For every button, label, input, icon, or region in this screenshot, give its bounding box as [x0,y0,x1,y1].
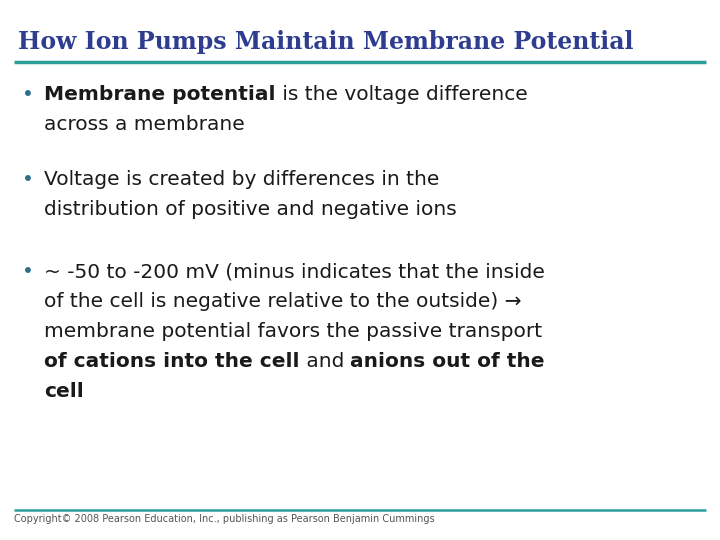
Text: •: • [22,170,34,189]
Text: is the voltage difference: is the voltage difference [276,85,527,104]
Text: ~ -50 to -200 mV (minus indicates that the inside: ~ -50 to -200 mV (minus indicates that t… [44,262,545,281]
Text: cell: cell [44,382,84,401]
Text: Copyright© 2008 Pearson Education, Inc., publishing as Pearson Benjamin Cummings: Copyright© 2008 Pearson Education, Inc.,… [14,514,435,524]
Text: anions out of the: anions out of the [350,352,545,371]
Text: Voltage is created by differences in the: Voltage is created by differences in the [44,170,439,189]
Text: of the cell is negative relative to the outside) →: of the cell is negative relative to the … [44,292,521,311]
Text: and: and [300,352,350,371]
Text: How Ion Pumps Maintain Membrane Potential: How Ion Pumps Maintain Membrane Potentia… [18,30,634,54]
Text: distribution of positive and negative ions: distribution of positive and negative io… [44,200,456,219]
Text: •: • [22,262,34,281]
Text: membrane potential favors the passive transport: membrane potential favors the passive tr… [44,322,542,341]
Text: Membrane potential: Membrane potential [44,85,276,104]
Text: •: • [22,85,34,104]
Text: of cations into the cell: of cations into the cell [44,352,300,371]
Text: across a membrane: across a membrane [44,115,245,134]
